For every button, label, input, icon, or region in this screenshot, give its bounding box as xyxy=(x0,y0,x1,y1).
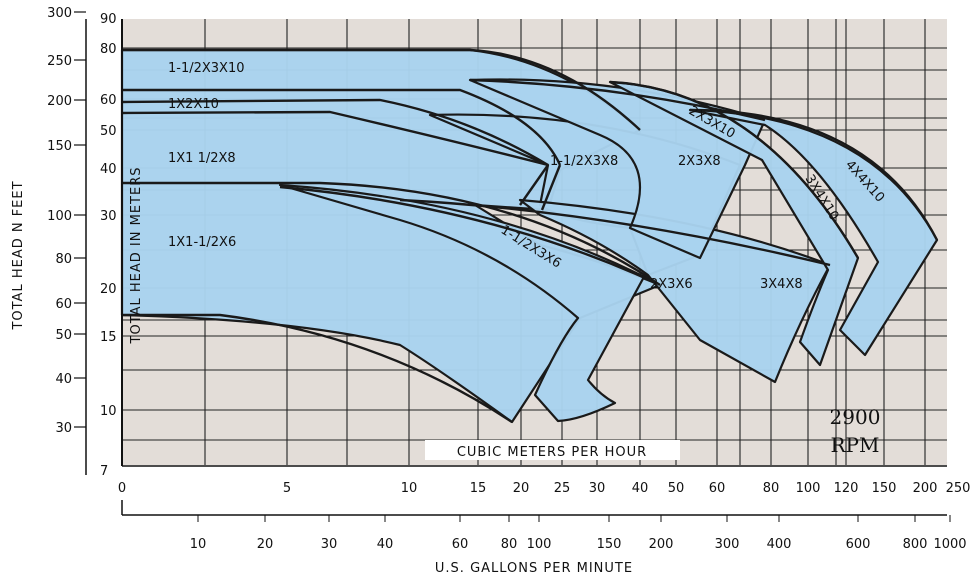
band-boundary-curve xyxy=(122,313,513,424)
cmh-tick-label: 250 xyxy=(946,481,971,496)
feet-tick-label: 250 xyxy=(47,54,72,69)
meter-tick-label: 10 xyxy=(100,404,117,419)
band-boundary-curve xyxy=(122,88,562,166)
band-boundary-curve xyxy=(689,108,939,241)
band-boundary-curve xyxy=(121,98,549,167)
gpm-tick-label: 400 xyxy=(767,537,792,552)
meter-tick-label: 40 xyxy=(100,162,117,177)
gpm-tick-label: 150 xyxy=(597,537,622,552)
meter-tick-label: 15 xyxy=(100,330,117,345)
meter-tick-label: 20 xyxy=(100,282,117,297)
band-boundary-curve xyxy=(279,185,646,280)
feet-tick-label: 60 xyxy=(55,297,72,312)
band-boundary-curve xyxy=(609,80,860,259)
pump-band xyxy=(278,183,662,423)
band-boundaries xyxy=(121,48,939,424)
band-boundary-curve xyxy=(121,110,549,167)
band-label: 1X1 1/2X8 xyxy=(168,151,236,166)
cmh-label-box xyxy=(425,440,680,460)
band-label: 1X2X10 xyxy=(168,97,219,112)
cmh-tick-label: 30 xyxy=(589,481,606,496)
feet-tick-label: 300 xyxy=(47,6,72,21)
meter-tick-label: 60 xyxy=(100,93,117,108)
meter-tick-label: 30 xyxy=(100,209,117,224)
band-label: 3X4X8 xyxy=(760,277,803,292)
feet-tick-label: 50 xyxy=(55,328,72,343)
cmh-tick-label: 60 xyxy=(709,481,726,496)
cmh-tick-label: 40 xyxy=(632,481,649,496)
gpm-tick-label: 40 xyxy=(377,537,394,552)
cmh-tick-label: 150 xyxy=(872,481,897,496)
feet-tick-label: 80 xyxy=(55,252,72,267)
cmh-tick-label: 80 xyxy=(763,481,780,496)
feet-tick-label: 100 xyxy=(47,209,72,224)
band-boundary-curve xyxy=(399,198,831,267)
y-axis-title-feet: TOTAL HEAD N FEET xyxy=(11,180,26,330)
feet-tick-label: 200 xyxy=(47,94,72,109)
cmh-tick-label: 50 xyxy=(668,481,685,496)
gpm-tick-label: 100 xyxy=(527,537,552,552)
gpm-tick-label: 10 xyxy=(190,537,207,552)
cmh-tick-label: 15 xyxy=(470,481,487,496)
feet-tick-label: 150 xyxy=(47,139,72,154)
cmh-tick-label: 120 xyxy=(834,481,859,496)
gpm-tick-label: 600 xyxy=(846,537,871,552)
meter-tick-label: 7 xyxy=(100,464,108,479)
meter-tick-label: 50 xyxy=(100,124,117,139)
band-boundary-curve xyxy=(122,48,641,131)
band-label: 2X3X6 xyxy=(650,277,693,292)
band-boundary-curve xyxy=(540,164,562,211)
rpm-value: 2900 xyxy=(830,405,881,429)
gpm-tick-label: 200 xyxy=(649,537,674,552)
cmh-tick-label: 5 xyxy=(283,481,291,496)
cmh-tick-label: 100 xyxy=(796,481,821,496)
gpm-tick-label: 60 xyxy=(452,537,469,552)
meter-tick-label: 90 xyxy=(100,12,117,27)
cmh-tick-label: 10 xyxy=(401,481,418,496)
gpm-tick-label: 1000 xyxy=(933,537,966,552)
cmh-tick-label: 25 xyxy=(554,481,571,496)
rpm-unit: RPM xyxy=(831,433,880,457)
x-axis-title-gpm: U.S. GALLONS PER MINUTE xyxy=(435,561,633,576)
feet-tick-label: 30 xyxy=(55,421,72,436)
band-boundary-curve xyxy=(519,164,549,206)
gpm-tick-label: 30 xyxy=(321,537,338,552)
x-axis-title-cmh: CUBIC METERS PER HOUR xyxy=(457,445,647,460)
gpm-tick-label: 300 xyxy=(715,537,740,552)
y-axis-title-meters: TOTAL HEAD IN METERS xyxy=(129,167,144,345)
cmh-tick-label: 0 xyxy=(118,481,126,496)
gpm-tick-label: 20 xyxy=(257,537,274,552)
cmh-tick-label: 20 xyxy=(513,481,530,496)
band-label: 1-1/2X3X10 xyxy=(168,61,245,76)
band-label: 1-1/2X3X8 xyxy=(550,154,618,169)
feet-tick-label: 40 xyxy=(55,372,72,387)
tick-marks: 3002502001501008060504030908060504030201… xyxy=(47,6,970,552)
cmh-tick-label: 200 xyxy=(913,481,938,496)
band-label: 1X1-1/2X6 xyxy=(168,235,236,250)
band-label: 2X3X8 xyxy=(678,154,721,169)
band-boundary-curve xyxy=(122,181,661,286)
gpm-tick-label: 80 xyxy=(501,537,518,552)
gpm-tick-label: 800 xyxy=(903,537,928,552)
pump-bands xyxy=(120,48,939,424)
meter-tick-label: 80 xyxy=(100,42,117,57)
